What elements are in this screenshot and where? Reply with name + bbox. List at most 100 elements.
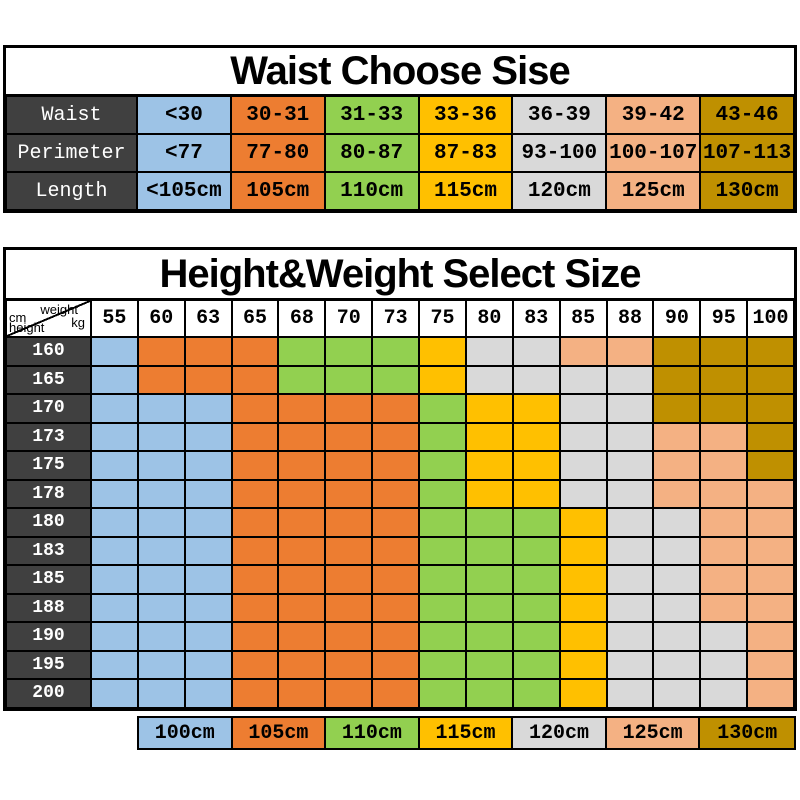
size-cell [91,394,138,423]
height-label-cell: 185 [6,565,91,594]
size-cell [559,365,607,394]
size-cell [91,650,138,679]
size-cell [91,593,138,622]
corner-label-height: height [9,320,45,335]
size-cell [559,536,607,565]
size-cell [325,565,373,594]
size-cell [512,422,560,451]
size-cell [325,479,373,508]
waist-cell: 36-39 [512,96,607,134]
size-cell [512,337,560,366]
size-cell [465,508,513,537]
weight-header-cell: 63 [184,300,232,337]
height-label-cell: 175 [6,451,91,480]
size-cell [606,679,654,708]
height-label-cell: 180 [6,508,91,537]
size-cell [747,650,794,679]
size-cell [231,565,279,594]
size-cell [184,679,232,708]
height-label-cell: 195 [6,650,91,679]
size-cell [465,337,513,366]
size-cell [512,650,560,679]
size-cell [184,593,232,622]
size-cell [372,536,420,565]
size-cell [559,422,607,451]
size-cell [231,479,279,508]
size-cell [606,508,654,537]
size-cell [184,622,232,651]
size-cell [278,337,326,366]
weight-header-cell: 90 [653,300,701,337]
size-cell [747,622,794,651]
size-cell [184,337,232,366]
waist-cell: 115cm [418,172,513,210]
size-cell [512,394,560,423]
size-cell [231,337,279,366]
size-cell [606,422,654,451]
size-cell [606,536,654,565]
size-cell [653,679,701,708]
size-cell [419,394,466,423]
weight-header-cell: 60 [137,300,185,337]
size-cell [606,451,654,480]
height-label-cell: 165 [6,365,91,394]
size-cell [653,451,701,480]
size-cell [419,337,466,366]
size-cell [372,394,420,423]
size-cell [606,650,654,679]
size-cell [91,365,138,394]
size-cell [137,422,185,451]
waist-row-label: Waist [6,96,137,134]
waist-cell: 93-100 [512,134,607,172]
size-cell [231,508,279,537]
size-cell [231,394,279,423]
size-cell [747,422,794,451]
weight-header-cell: 73 [372,300,420,337]
size-cell [465,679,513,708]
size-cell [465,479,513,508]
size-cell [91,337,138,366]
size-cell [653,365,701,394]
size-cell [91,622,138,651]
size-cell [559,679,607,708]
size-cell [747,508,794,537]
size-cell [747,593,794,622]
height-weight-table-title: Height&Weight Select Size [6,250,794,300]
size-cell [653,508,701,537]
size-cell [231,422,279,451]
size-cell [231,365,279,394]
size-cell [137,622,185,651]
size-cell [419,565,466,594]
size-cell [278,650,326,679]
size-cell [700,650,748,679]
size-cell [231,650,279,679]
size-cell [465,622,513,651]
size-cell [465,451,513,480]
size-cell [747,536,794,565]
size-cell [419,479,466,508]
size-cell [419,451,466,480]
size-cell [559,394,607,423]
size-cell [559,593,607,622]
legend-item: 110cm [326,718,420,748]
size-cell [231,593,279,622]
size-cell [512,508,560,537]
corner-header-cell: weight kg cm height [6,300,91,337]
size-cell [606,365,654,394]
size-cell [653,479,701,508]
weight-header-cell: 83 [512,300,560,337]
size-cell [747,479,794,508]
size-cell [278,565,326,594]
size-cell [91,508,138,537]
size-cell [184,536,232,565]
size-cell [372,565,420,594]
waist-cell: 105cm [230,172,325,210]
size-cell [419,593,466,622]
weight-header-cell: 75 [419,300,466,337]
waist-cell: <105cm [137,172,231,210]
size-cell [137,508,185,537]
size-cell [700,565,748,594]
size-cell [137,565,185,594]
size-cell [372,479,420,508]
size-cell [700,337,748,366]
